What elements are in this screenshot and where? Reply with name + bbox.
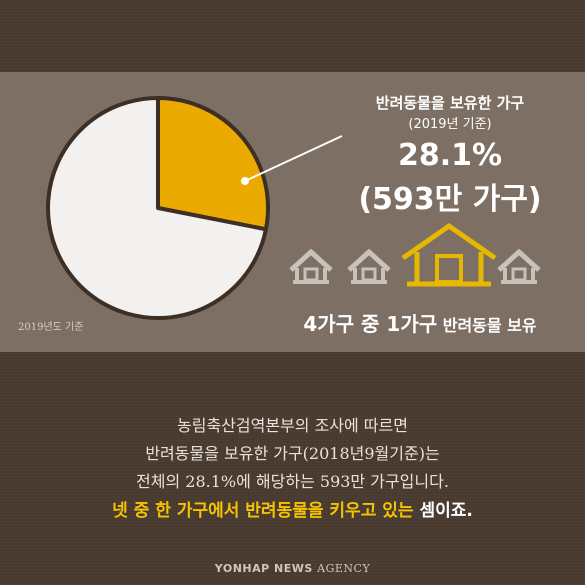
pie-slice-other-households [46,96,268,320]
house-icon [497,248,541,284]
house-icon [289,248,333,284]
house-icons [289,222,541,287]
basis-note: 2019년도 기준 [18,322,84,333]
highlight-line: 넷 중 한 가구에서 반려동물을 키우고 있는 셈이죠. [0,496,585,521]
body-line-3: 전체의 28.1%에 해당하는 593만 가구입니다. [136,472,449,491]
callout-subtitle: (2019년 기준) [408,117,492,132]
house-icon [347,248,391,284]
source-credit: YONHAP NEWS AGENCY [0,562,585,575]
source-brand: YONHAP NEWS [214,562,313,575]
ratio-part1: 4가구 중 1가구 [303,312,438,336]
ratio-statement: 4가구 중 1가구 반려동물 보유 [270,308,570,337]
highlight-tail: 셈이죠. [419,501,473,521]
ratio-part2: 반려동물 보유 [442,316,537,335]
callout-percent: 28.1% [397,138,503,173]
pie-slices [46,96,270,320]
callout-count: (593만 가구) [358,182,542,217]
callout-leader-line [244,135,343,182]
house-icon-highlighted [401,222,497,287]
pie-slice-pet-households [156,96,270,232]
callout-leader-dot [241,177,249,185]
body-line-1: 농림축산검역본부의 조사에 따르면 [177,416,408,435]
highlight-main: 넷 중 한 가구에서 반려동물을 키우고 있는 [112,501,414,521]
body-line-2: 반려동물을 보유한 가구(2018년9월기준)는 [145,444,440,463]
callout-title: 반려동물을 보유한 가구 [375,94,525,112]
source-agency: AGENCY [317,562,371,575]
